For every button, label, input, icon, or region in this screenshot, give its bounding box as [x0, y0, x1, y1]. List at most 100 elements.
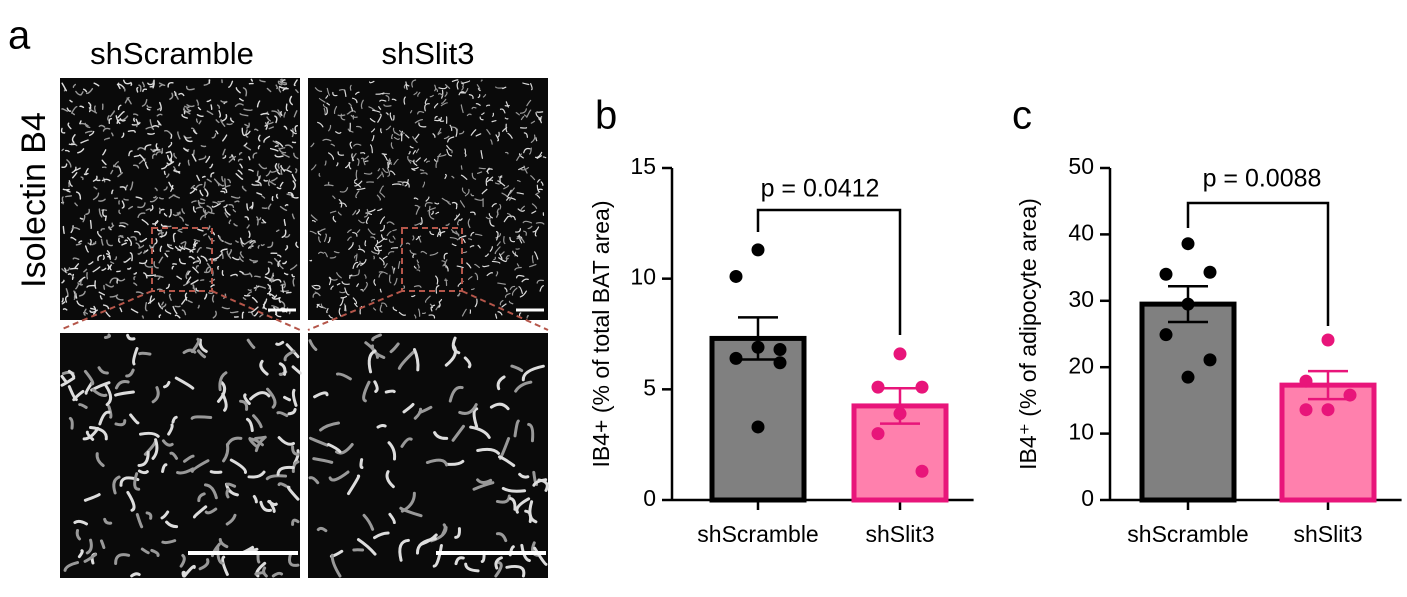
- vessel: [137, 212, 146, 219]
- vessel: [183, 147, 189, 152]
- vessel: [382, 167, 389, 174]
- vessel: [520, 205, 525, 212]
- vessel: [173, 90, 177, 97]
- vessel: [252, 260, 259, 264]
- vessel: [197, 492, 206, 503]
- vessel: [60, 376, 76, 387]
- vessel: [89, 219, 92, 229]
- vessel: [383, 263, 388, 269]
- vessel: [200, 255, 208, 262]
- vessel: [144, 144, 152, 150]
- vessel: [504, 287, 508, 293]
- vessel: [225, 482, 237, 488]
- vessel: [497, 180, 506, 187]
- data-point: [729, 269, 743, 283]
- data-point: [773, 342, 787, 356]
- vessel: [179, 216, 185, 222]
- vessel: [373, 531, 390, 540]
- vessel: [241, 311, 245, 319]
- vessel: [212, 310, 217, 319]
- data-point: [1321, 403, 1335, 417]
- vessel: [481, 112, 485, 116]
- vessel: [347, 236, 352, 241]
- vessel: [444, 259, 448, 269]
- vessel: [203, 293, 208, 300]
- vessel: [191, 153, 197, 162]
- zoom-line: [59, 290, 153, 331]
- vessel: [291, 518, 300, 526]
- vessel: [397, 350, 416, 370]
- vessel: [308, 436, 329, 447]
- vessel: [71, 105, 78, 114]
- vessel: [224, 208, 231, 216]
- vessel: [181, 113, 188, 119]
- vessel: [495, 134, 500, 142]
- vessel: [107, 264, 110, 271]
- vessel: [389, 170, 396, 176]
- vessel: [274, 145, 279, 148]
- vessel: [367, 208, 376, 213]
- vessel: [141, 81, 145, 88]
- vessel: [117, 172, 123, 178]
- vessel: [92, 305, 97, 315]
- vessel: [79, 120, 82, 125]
- vessel: [534, 151, 543, 159]
- vessel: [78, 403, 88, 409]
- vessel: [540, 181, 544, 186]
- vessel: [249, 391, 271, 401]
- vessel: [468, 238, 473, 241]
- vessel: [503, 236, 506, 245]
- vessel: [150, 148, 156, 152]
- vessel: [373, 380, 379, 393]
- vessel: [401, 133, 403, 142]
- vessel: [120, 115, 129, 121]
- vessel: [178, 258, 186, 265]
- vessel: [287, 552, 300, 567]
- vessel: [379, 288, 382, 293]
- vessel: [158, 256, 164, 264]
- panel-label: a: [8, 14, 31, 58]
- vessel: [237, 169, 243, 175]
- vessel: [267, 203, 272, 210]
- vessel: [275, 140, 284, 148]
- vessel: [150, 548, 160, 557]
- vessel: [381, 302, 388, 308]
- vessel: [416, 269, 421, 272]
- vessel: [495, 532, 508, 543]
- vessel: [378, 106, 382, 110]
- micrograph: [60, 333, 300, 578]
- y-axis-label: IB4+ (% of total BAT area): [588, 201, 614, 468]
- vessel: [475, 133, 482, 137]
- vessel: [127, 237, 133, 247]
- vessel: [496, 211, 499, 218]
- vessel: [82, 88, 88, 93]
- vessel: [261, 195, 266, 199]
- vessel: [456, 265, 464, 269]
- vessel: [373, 279, 377, 286]
- vessel: [61, 82, 68, 92]
- vessel: [263, 179, 268, 182]
- vessel: [75, 242, 82, 246]
- vessel: [363, 172, 373, 175]
- vessel: [176, 467, 195, 475]
- vessel: [132, 164, 140, 169]
- vessel: [160, 223, 168, 228]
- vessel: [178, 245, 186, 251]
- vessel: [388, 158, 392, 165]
- vessel: [256, 170, 259, 177]
- vessel: [248, 547, 259, 552]
- vessel: [431, 210, 434, 215]
- vessel: [114, 390, 135, 397]
- vessel: [393, 158, 399, 166]
- y-tick-label: 10: [1068, 419, 1094, 445]
- vessel: [135, 196, 143, 200]
- vessel: [418, 122, 427, 128]
- vessel: [417, 110, 425, 115]
- vessel: [239, 256, 244, 262]
- vessel: [348, 242, 354, 250]
- vessel: [257, 176, 260, 182]
- vessel: [408, 150, 411, 155]
- vessel: [405, 134, 410, 139]
- vessel: [80, 91, 84, 96]
- vessel: [196, 349, 207, 359]
